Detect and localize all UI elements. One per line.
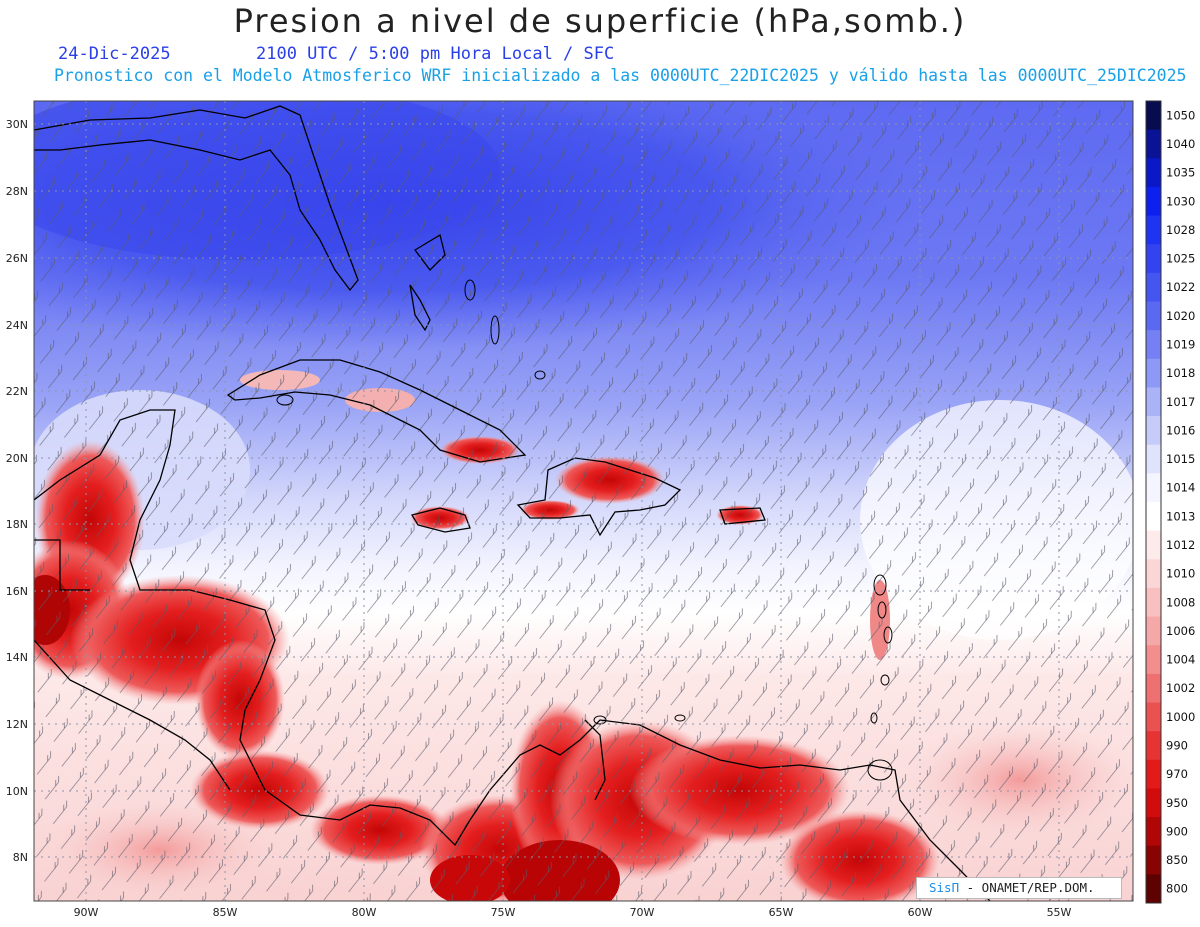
wind-barbs bbox=[34, 101, 1133, 901]
colorbar-swatch bbox=[1146, 186, 1161, 217]
sispi-logo: SisΠ bbox=[929, 880, 960, 895]
lat-label: 30N bbox=[6, 118, 28, 131]
lat-label: 22N bbox=[6, 385, 28, 398]
colorbar-label: 1013 bbox=[1166, 509, 1195, 523]
colorbar-label: 1006 bbox=[1166, 624, 1195, 638]
colorbar-swatch bbox=[1146, 444, 1161, 474]
lat-label: 12N bbox=[6, 718, 28, 731]
colorbar-swatch bbox=[1146, 559, 1161, 589]
colorbar-label: 990 bbox=[1166, 738, 1188, 752]
colorbar-label: 800 bbox=[1166, 882, 1188, 896]
colorbar-label: 1014 bbox=[1166, 481, 1195, 495]
colorbar-label: 1040 bbox=[1166, 137, 1195, 151]
model-info: Pronostico con el Modelo Atmosferico WRF… bbox=[54, 66, 1187, 85]
credit-box: SisΠ - ONAMET/REP.DOM. bbox=[916, 877, 1122, 899]
colorbar-swatch bbox=[1146, 788, 1161, 818]
colorbar-swatch bbox=[1146, 702, 1161, 732]
colorbar-swatch bbox=[1146, 845, 1161, 875]
lat-label: 20N bbox=[6, 452, 28, 465]
colorbar-label: 850 bbox=[1166, 853, 1188, 867]
colorbar-swatch bbox=[1146, 158, 1161, 188]
lat-label: 28N bbox=[6, 185, 28, 198]
lon-label: 65W bbox=[769, 906, 794, 919]
lon-label: 85W bbox=[213, 906, 238, 919]
colorbar-swatch bbox=[1146, 731, 1161, 761]
lon-label: 55W bbox=[1047, 906, 1072, 919]
colorbar-label: 1008 bbox=[1166, 595, 1195, 609]
colorbar-label: 1018 bbox=[1166, 366, 1195, 380]
colorbar-swatch bbox=[1146, 874, 1161, 904]
colorbar-swatch bbox=[1146, 101, 1161, 131]
colorbar-label: 950 bbox=[1166, 796, 1188, 810]
map-frame bbox=[33, 100, 1134, 902]
lat-label: 24N bbox=[6, 319, 28, 332]
colorbar-swatch bbox=[1146, 616, 1161, 646]
lat-label: 8N bbox=[13, 851, 28, 864]
map-field bbox=[34, 101, 1133, 901]
colorbar-label: 1035 bbox=[1166, 166, 1195, 180]
lat-label: 10N bbox=[6, 785, 28, 798]
valid-time: 2100 UTC / 5:00 pm Hora Local / SFC bbox=[256, 44, 615, 64]
lon-label: 90W bbox=[74, 906, 99, 919]
colorbar-label: 1016 bbox=[1166, 423, 1195, 437]
colorbar-label: 1020 bbox=[1166, 309, 1195, 323]
colorbar-swatch bbox=[1146, 272, 1161, 302]
lon-label: 70W bbox=[630, 906, 655, 919]
lon-label: 80W bbox=[352, 906, 377, 919]
pressure-colorbar: 1050 1040 1035 1030 1028 1025 1022 1020 1019 1018… bbox=[1145, 100, 1195, 904]
lat-label: 14N bbox=[6, 651, 28, 664]
colorbar-swatch bbox=[1146, 645, 1161, 675]
colorbar-swatch bbox=[1146, 358, 1161, 388]
colorbar-label: 1025 bbox=[1166, 252, 1195, 266]
colorbar-label: 1028 bbox=[1166, 223, 1195, 237]
colorbar-label: 1015 bbox=[1166, 452, 1195, 466]
colorbar-label: 1010 bbox=[1166, 567, 1195, 581]
lat-label: 26N bbox=[6, 252, 28, 265]
longitude-labels: 90W 85W 80W 75W 70W 65W 60W 55W bbox=[74, 906, 1072, 919]
graticule bbox=[34, 101, 1133, 901]
colorbar-swatch bbox=[1146, 215, 1161, 245]
colorbar-label: 1004 bbox=[1166, 653, 1195, 667]
colorbar-swatch bbox=[1146, 301, 1161, 331]
colorbar-swatch bbox=[1146, 530, 1161, 560]
credit-text: - ONAMET/REP.DOM. bbox=[959, 880, 1095, 895]
colorbar-label: 1022 bbox=[1166, 280, 1195, 294]
colorbar-label: 970 bbox=[1166, 767, 1188, 781]
lat-label: 16N bbox=[6, 585, 28, 598]
colorbar-swatch bbox=[1146, 330, 1161, 360]
colorbar-label: 1050 bbox=[1166, 108, 1195, 122]
latitude-labels: 30N 28N 26N 24N 22N 20N 18N 16N 14N 12N … bbox=[6, 118, 28, 864]
colorbar-label: 1019 bbox=[1166, 337, 1195, 351]
colorbar-swatch bbox=[1146, 817, 1161, 847]
colorbar-label: 1002 bbox=[1166, 681, 1195, 695]
colorbar-swatch bbox=[1146, 473, 1161, 503]
colorbar-label: 1000 bbox=[1166, 710, 1195, 724]
colorbar-label: 1012 bbox=[1166, 538, 1195, 552]
colorbar-frame bbox=[1145, 100, 1162, 904]
lon-label: 60W bbox=[908, 906, 933, 919]
colorbar-label: 900 bbox=[1166, 824, 1188, 838]
colorbar-label: 1030 bbox=[1166, 194, 1195, 208]
colorbar-swatch bbox=[1146, 416, 1161, 446]
colorbar-swatch bbox=[1146, 502, 1161, 532]
colorbar-swatch bbox=[1146, 587, 1161, 618]
map-title: Presion a nivel de superficie (hPa,somb.… bbox=[233, 2, 967, 40]
colorbar-swatch bbox=[1146, 759, 1161, 789]
coastlines bbox=[34, 105, 991, 901]
colorbar-swatch bbox=[1146, 673, 1161, 703]
forecast-date: 24-Dic-2025 bbox=[58, 44, 171, 64]
lat-label: 18N bbox=[6, 518, 28, 531]
small-islands bbox=[276, 279, 893, 781]
colorbar-swatch bbox=[1146, 387, 1161, 417]
lon-label: 75W bbox=[491, 906, 516, 919]
colorbar-swatch bbox=[1146, 129, 1161, 159]
colorbar-swatch bbox=[1146, 244, 1161, 274]
colorbar-label: 1017 bbox=[1166, 395, 1195, 409]
